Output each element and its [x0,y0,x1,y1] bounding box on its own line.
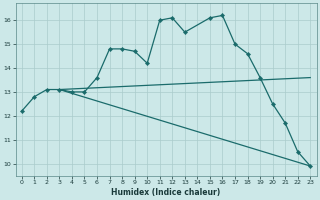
X-axis label: Humidex (Indice chaleur): Humidex (Indice chaleur) [111,188,221,197]
